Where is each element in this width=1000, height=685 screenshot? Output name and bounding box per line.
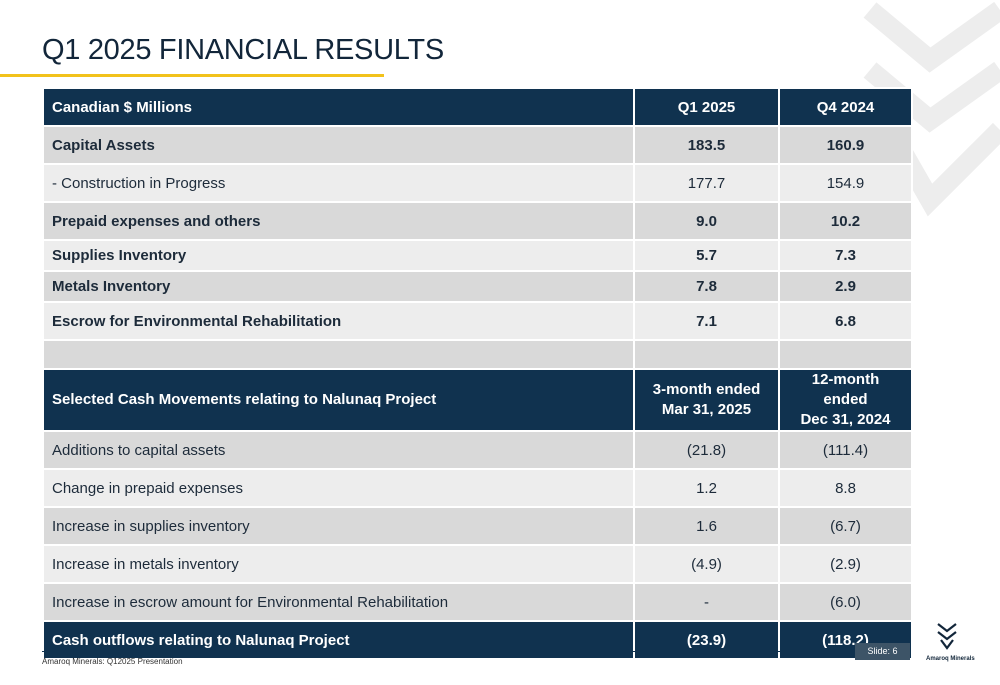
row-label: Supplies Inventory [42, 239, 635, 272]
cell-q1: 7.8 [633, 270, 780, 303]
header-12-month-line2: Dec 31, 2024 [800, 411, 891, 428]
page-title: Q1 2025 FINANCIAL RESULTS [42, 34, 444, 66]
table-row: Increase in escrow amount for Environmen… [42, 582, 913, 622]
total-3-month: (23.9) [633, 620, 780, 660]
row-label: Capital Assets [42, 125, 635, 165]
cell-3-month: (21.8) [633, 430, 780, 470]
cell-3-month: 1.6 [633, 506, 780, 546]
row-label: Increase in metals inventory [42, 544, 635, 584]
header-3-month: 3-month ended Mar 31, 2025 [633, 368, 780, 432]
table1-header-row: Canadian $ Millions Q1 2025 Q4 2024 [42, 87, 913, 127]
footer-divider [42, 651, 847, 652]
cell-12-month: (6.7) [778, 506, 913, 546]
cell-3-month: (4.9) [633, 544, 780, 584]
cell-q4: 160.9 [778, 125, 913, 165]
row-label: Change in prepaid expenses [42, 468, 635, 508]
cell-3-month: 1.2 [633, 468, 780, 508]
table-row: Increase in metals inventory (4.9) (2.9) [42, 544, 913, 584]
total-row: Cash outflows relating to Nalunaq Projec… [42, 620, 913, 660]
table-row: Increase in supplies inventory 1.6 (6.7) [42, 506, 913, 546]
header-12-month-line1: 12-month ended [811, 371, 880, 408]
slide-number-badge: Slide: 6 [855, 643, 910, 660]
row-label: Additions to capital assets [42, 430, 635, 470]
table-row: Metals Inventory 7.8 2.9 [42, 270, 913, 303]
table-row: Supplies Inventory 5.7 7.3 [42, 239, 913, 272]
spacer-cell [778, 339, 913, 370]
spacer-cell [633, 339, 780, 370]
cell-q1: 183.5 [633, 125, 780, 165]
footer-caption: Amaroq Minerals: Q12025 Presentation [42, 657, 183, 666]
cell-q1: 5.7 [633, 239, 780, 272]
fox-logo-icon [937, 623, 957, 650]
cell-q1: 7.1 [633, 301, 780, 341]
cell-q4: 154.9 [778, 163, 913, 203]
cell-q4: 2.9 [778, 270, 913, 303]
financial-table: Canadian $ Millions Q1 2025 Q4 2024 Capi… [42, 87, 913, 660]
row-label: Increase in escrow amount for Environmen… [42, 582, 635, 622]
row-label: Increase in supplies inventory [42, 506, 635, 546]
cell-12-month: (6.0) [778, 582, 913, 622]
logo-text: Amaroq Minerals [926, 656, 975, 662]
header-label: Selected Cash Movements relating to Nalu… [42, 368, 635, 432]
spacer-cell [42, 339, 635, 370]
row-label: Metals Inventory [42, 270, 635, 303]
title-underline [0, 74, 384, 77]
table-row: Change in prepaid expenses 1.2 8.8 [42, 468, 913, 508]
row-label: - Construction in Progress [42, 163, 635, 203]
table-row: Capital Assets 183.5 160.9 [42, 125, 913, 165]
row-label: Prepaid expenses and others [42, 201, 635, 241]
cell-q4: 6.8 [778, 301, 913, 341]
total-label: Cash outflows relating to Nalunaq Projec… [42, 620, 635, 660]
table-row: Additions to capital assets (21.8) (111.… [42, 430, 913, 470]
cell-3-month: - [633, 582, 780, 622]
header-3-month-line2: Mar 31, 2025 [661, 401, 752, 418]
header-q1-2025: Q1 2025 [633, 87, 780, 127]
cell-12-month: (2.9) [778, 544, 913, 584]
cell-q1: 9.0 [633, 201, 780, 241]
cell-q4: 10.2 [778, 201, 913, 241]
table2-header-row: Selected Cash Movements relating to Nalu… [42, 368, 913, 432]
header-label: Canadian $ Millions [42, 87, 635, 127]
spacer-row [42, 339, 913, 370]
header-3-month-line1: 3-month ended [652, 381, 761, 398]
table-row: - Construction in Progress 177.7 154.9 [42, 163, 913, 203]
row-label: Escrow for Environmental Rehabilitation [42, 301, 635, 341]
cell-q1: 177.7 [633, 163, 780, 203]
table-row: Escrow for Environmental Rehabilitation … [42, 301, 913, 341]
table-row: Prepaid expenses and others 9.0 10.2 [42, 201, 913, 241]
cell-12-month: (111.4) [778, 430, 913, 470]
cell-q4: 7.3 [778, 239, 913, 272]
cell-12-month: 8.8 [778, 468, 913, 508]
header-12-month: 12-month ended Dec 31, 2024 [778, 368, 913, 432]
company-logo: Amaroq Minerals [926, 622, 975, 662]
header-q4-2024: Q4 2024 [778, 87, 913, 127]
